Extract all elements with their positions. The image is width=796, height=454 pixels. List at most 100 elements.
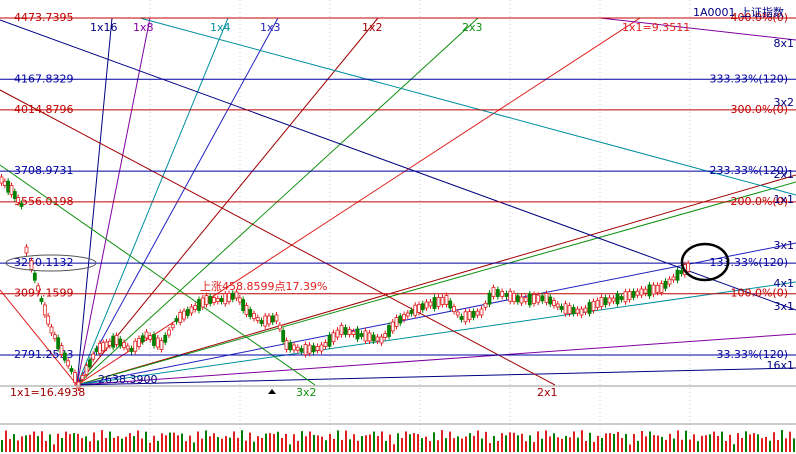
level-ratio: 333.33%(120) xyxy=(709,72,788,85)
volume-bar xyxy=(269,433,271,452)
volume-bar xyxy=(609,433,611,452)
volume-bar xyxy=(73,433,75,452)
volume-bar xyxy=(645,436,647,452)
volume-bar xyxy=(9,439,11,452)
symbol: 1A0001 xyxy=(693,6,736,19)
volume-bar xyxy=(85,436,87,452)
volume-bar xyxy=(461,438,463,452)
volume-bar xyxy=(53,444,55,452)
volume-bar xyxy=(405,431,407,452)
index-name: 上证指数 xyxy=(740,5,784,19)
volume-bar xyxy=(233,431,235,452)
candle-body xyxy=(215,298,220,302)
volume-bars xyxy=(1,430,795,452)
candle-body xyxy=(62,352,67,361)
volume-bar xyxy=(425,436,427,452)
candle-body xyxy=(101,342,106,352)
volume-bar xyxy=(293,434,295,452)
candle-body xyxy=(6,180,11,193)
volume-bar xyxy=(781,430,783,452)
candle-body xyxy=(471,310,476,318)
volume-bar xyxy=(89,441,91,452)
candle-body xyxy=(383,333,388,338)
volume-bar xyxy=(493,435,495,452)
volume-bar xyxy=(117,436,119,452)
volume-bar xyxy=(757,434,759,452)
candle-body xyxy=(259,320,264,324)
candle-body xyxy=(523,297,528,303)
volume-bar xyxy=(297,440,299,452)
fan-label: 1x2 xyxy=(362,21,383,34)
candle-body xyxy=(267,315,271,325)
volume-bar xyxy=(25,435,27,452)
candle-body xyxy=(182,310,186,320)
candle-body xyxy=(483,302,488,308)
candle-body xyxy=(197,299,201,311)
candle-body xyxy=(91,353,96,360)
volume-bar xyxy=(69,434,71,452)
volume-bar xyxy=(129,433,131,452)
volume-bar xyxy=(625,434,627,452)
candle-body xyxy=(339,325,344,335)
volume-bar xyxy=(409,434,411,452)
candle-body xyxy=(281,330,286,342)
volume-bar xyxy=(217,437,219,452)
fan-label: 4x1 xyxy=(773,277,794,290)
candle-body xyxy=(655,284,660,293)
volume-bar xyxy=(165,435,167,452)
volume-bar xyxy=(545,430,547,452)
volume-bar xyxy=(357,440,359,452)
candle-body xyxy=(659,283,664,293)
volume-bar xyxy=(529,435,531,452)
candle-body xyxy=(307,344,312,354)
candle-body xyxy=(237,297,242,303)
candle-body xyxy=(544,293,549,303)
volume-bar xyxy=(585,440,587,452)
candle-body xyxy=(311,345,316,353)
volume-bar xyxy=(525,441,527,452)
candle-body xyxy=(452,306,456,312)
volume-bar xyxy=(657,435,659,452)
base-price: 2638.3900 xyxy=(98,373,158,386)
price-levels: 4473.7395 400.0%(0) 4167.8329 333.33%(120) 4… xyxy=(0,11,796,361)
candle-body xyxy=(174,318,179,322)
candle-body xyxy=(122,342,126,348)
volume-bar xyxy=(13,434,15,452)
volume-bar xyxy=(749,434,751,452)
volume-bar xyxy=(309,431,311,452)
volume-bar xyxy=(489,443,491,452)
volume-bar xyxy=(737,433,739,452)
candle-body xyxy=(643,288,648,294)
candle-body xyxy=(479,308,484,316)
candle-body xyxy=(137,338,141,347)
candle-body xyxy=(104,341,109,349)
candle-body xyxy=(193,305,198,310)
candle-body xyxy=(448,300,453,309)
volume-bar xyxy=(437,440,439,452)
volume-bar xyxy=(5,430,7,452)
volume-bar xyxy=(329,433,331,452)
level-ratio: 133.33%(120) xyxy=(709,256,788,269)
volume-bar xyxy=(181,433,183,452)
volume-bar xyxy=(569,437,571,452)
fan-line xyxy=(76,367,796,386)
candle-body xyxy=(9,185,14,195)
volume-bar xyxy=(325,440,327,452)
volume-bar xyxy=(161,433,163,452)
volume-bar xyxy=(205,430,207,452)
volume-bar xyxy=(685,430,687,452)
volume-bar xyxy=(621,437,623,452)
volume-bar xyxy=(629,444,631,452)
volume-bar xyxy=(605,433,607,452)
volume-bar xyxy=(681,439,683,452)
candle-body xyxy=(467,311,472,321)
volume-bar xyxy=(45,440,47,452)
volume-bar xyxy=(109,431,111,452)
level-price: 3097.1599 xyxy=(14,287,74,300)
volume-bar xyxy=(637,440,639,452)
fan-line xyxy=(0,89,556,386)
volume-bar xyxy=(185,441,187,452)
volume-bar xyxy=(549,436,551,452)
volume-bar xyxy=(517,435,519,452)
volume-bar xyxy=(537,431,539,452)
